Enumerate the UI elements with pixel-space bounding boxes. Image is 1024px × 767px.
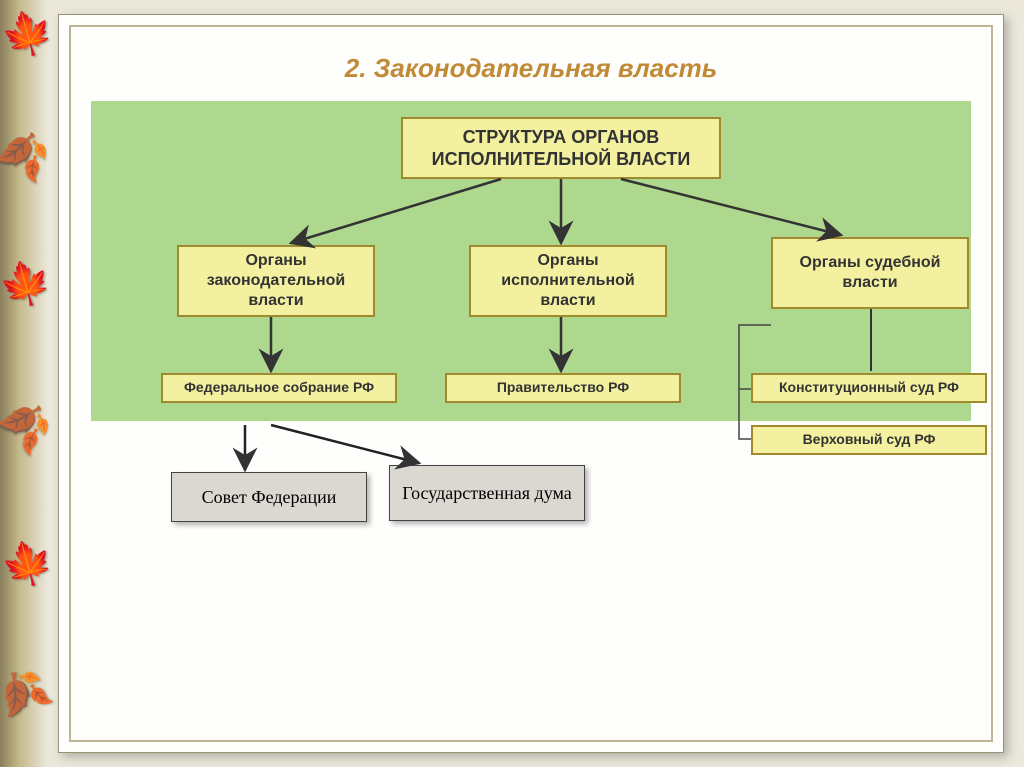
node-state-duma: Государственная дума (389, 465, 585, 521)
node-branch-executive: Органы исполнительной власти (469, 245, 667, 317)
node-branch-legislative: Органы законодательной власти (177, 245, 375, 317)
leaf-icon: 🍂 (0, 123, 55, 187)
node-leaf-government: Правительство РФ (445, 373, 681, 403)
slide-title: 2. Законодательная власть (71, 53, 991, 84)
node-root: СТРУКТУРА ОРГАНОВ ИСПОЛНИТЕЛЬНОЙ ВЛАСТИ (401, 117, 721, 179)
leaf-icon: 🍁 (0, 254, 58, 315)
slide-inner-border: 2. Законодательная власть СТРУКТУРА ОРГА… (69, 25, 993, 742)
leaf-icon: 🍁 (0, 534, 60, 595)
decorative-leaf-strip: 🍁 🍂 🍁 🍂 🍁 🍂 (0, 0, 48, 767)
node-leaf-supreme-court: Верховный суд РФ (751, 425, 987, 455)
leaf-icon: 🍂 (0, 389, 60, 459)
node-leaf-federal-assembly: Федеральное собрание РФ (161, 373, 397, 403)
leaf-icon: 🍂 (0, 660, 57, 729)
node-leaf-constitutional-court: Конституционный суд РФ (751, 373, 987, 403)
node-branch-judicial: Органы судебной власти (771, 237, 969, 309)
node-federation-council: Совет Федерации (171, 472, 367, 522)
leaf-icon: 🍁 (0, 4, 60, 65)
slide-frame: 2. Законодательная власть СТРУКТУРА ОРГА… (58, 14, 1004, 753)
